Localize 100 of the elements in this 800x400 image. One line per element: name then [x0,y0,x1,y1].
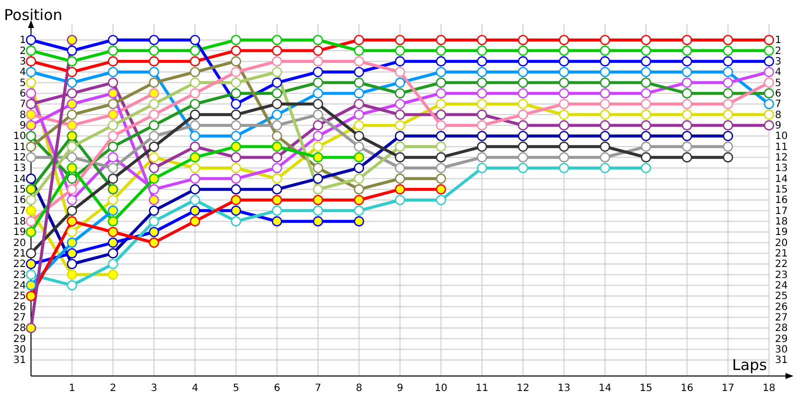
point [148,174,160,184]
point [640,46,652,56]
point [558,142,570,152]
x-tick-label: 3 [150,383,158,394]
point [722,120,734,130]
point [682,152,692,162]
point [230,34,242,46]
point [230,110,242,120]
point [476,162,488,174]
point [312,206,324,216]
point [394,78,406,88]
point [518,120,528,130]
point [518,46,528,56]
point [26,216,36,226]
point [108,110,118,120]
point [26,142,36,152]
y-tick-label: 14 [13,174,26,185]
point [354,174,364,184]
y-tick-label: 5 [20,78,26,89]
point [190,34,200,46]
point [190,56,200,66]
y2-tick-label: 20 [775,238,788,249]
point [108,270,118,280]
point [600,66,610,78]
y2-tick-label: 18 [775,216,788,228]
point [108,184,118,194]
point [518,56,528,66]
point [230,120,242,130]
point [394,184,406,194]
point [394,152,406,162]
y2-tick-label: 17 [775,206,788,217]
point [108,88,118,98]
y2-tick-label: 11 [775,142,788,153]
point [108,98,118,110]
y-tick-label: 12 [13,152,26,164]
x-tick-label: 15 [640,383,652,394]
y-tick-label: 6 [20,88,26,100]
y-tick-label: 1 [20,35,26,46]
point [108,152,118,162]
point [394,98,406,110]
x-tick-label: 10 [434,383,448,394]
point [190,66,200,78]
point [148,88,160,98]
point [66,98,78,110]
point [476,130,488,142]
y-tick-label: 25 [13,291,26,302]
point [722,34,734,46]
point [640,66,652,78]
point [600,162,610,174]
point [722,78,734,88]
point [272,184,282,194]
point [436,34,446,46]
point [312,162,324,174]
point [108,174,118,184]
y2-tick-label: 10 [775,131,788,142]
point [476,110,488,120]
point [394,142,406,152]
point [66,258,78,270]
point [190,194,200,206]
point [312,174,324,184]
y-tick-label: 17 [13,206,26,217]
point [230,206,242,216]
point [66,142,78,152]
point [108,142,118,152]
point [600,46,610,56]
point [66,270,78,280]
x-tick-label: 1 [68,383,76,394]
point [312,98,324,110]
point [312,110,324,120]
point [558,56,570,66]
point [518,78,528,88]
point [682,98,692,110]
point [354,120,364,130]
point [354,142,364,152]
point [66,162,78,174]
point [682,130,692,142]
point [764,34,774,46]
point [682,120,692,130]
point [108,248,118,258]
y-axis-title: Position [4,6,62,24]
point [148,142,160,152]
point [272,152,282,162]
point [148,152,160,162]
point [518,130,528,142]
y-tick-label: 16 [13,195,26,206]
point [476,152,488,162]
y2-tick-label: 5 [775,78,782,89]
point [26,98,36,110]
point [558,88,570,98]
point [640,120,652,130]
point [272,56,282,66]
point [230,78,242,88]
point [272,142,282,152]
point [476,120,488,130]
y-tick-label: 18 [13,216,26,228]
x-tick-label: 4 [192,383,198,394]
point [600,110,610,120]
point [26,184,36,194]
point [190,162,200,174]
point [682,78,692,88]
